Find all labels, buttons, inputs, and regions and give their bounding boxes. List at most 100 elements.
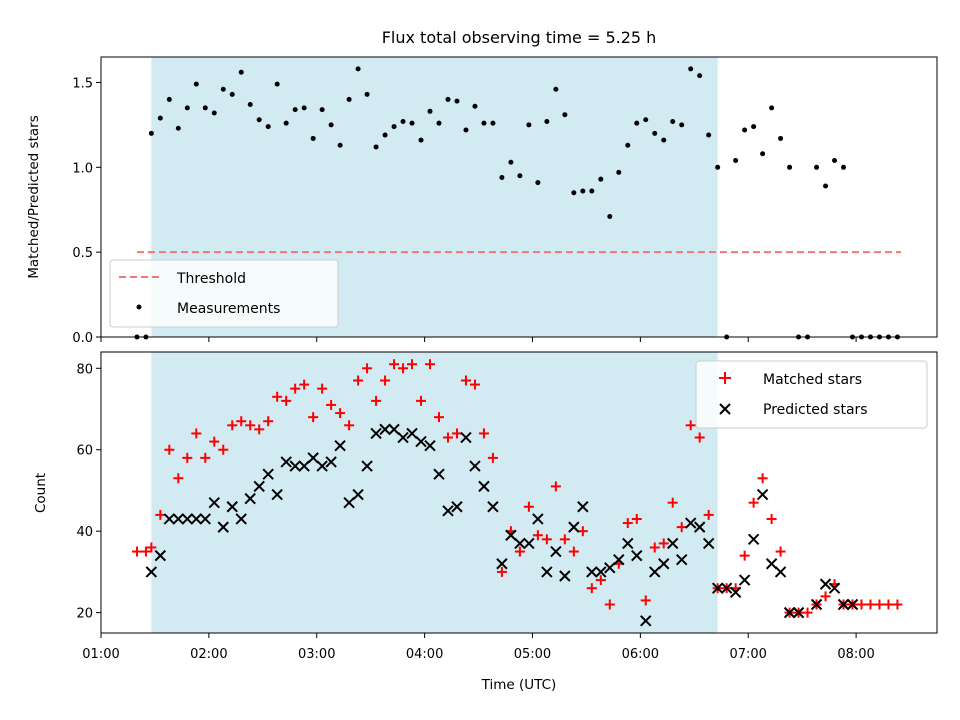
measurement-point [706, 132, 712, 138]
predicted-star-point [505, 529, 517, 541]
x-tick-label: 08:00 [837, 647, 874, 662]
measurement-point [499, 174, 505, 180]
y-tick-label: 40 [76, 525, 93, 540]
x-tick-label: 03:00 [298, 647, 335, 662]
measurement-point [769, 105, 775, 111]
matched-star-point [469, 379, 480, 390]
predicted-star-point [433, 468, 445, 480]
measurement-points [134, 66, 900, 340]
measurement-point [301, 105, 307, 111]
matched-star-point [739, 550, 750, 561]
measurement-point [229, 91, 235, 97]
measurement-point [274, 81, 280, 87]
matched-star-point [227, 420, 238, 431]
x-tick-label: 01:00 [82, 647, 119, 662]
matched-star-point [335, 408, 346, 419]
matched-star-point [173, 473, 184, 484]
predicted-star-point [711, 582, 724, 594]
measurement-point [400, 118, 406, 124]
predicted-star-point [226, 501, 238, 513]
matched-star-point [694, 432, 705, 443]
matched-star-point [362, 363, 373, 374]
top-legend: Threshold Measurements [109, 259, 339, 328]
legend-threshold-label: Threshold [176, 271, 246, 287]
matched-star-point [317, 383, 328, 394]
matched-star-point [326, 399, 337, 410]
predicted-star-point [334, 439, 346, 452]
measurement-point [310, 135, 316, 141]
x-tick-label: 06:00 [622, 647, 659, 662]
predicted-star-point [783, 606, 796, 619]
matched-star-point [550, 481, 561, 492]
predicted-star-point [235, 513, 247, 525]
legend-predicted-swatch [719, 403, 731, 415]
matched-star-point [236, 416, 247, 427]
y-tick-label: 20 [76, 607, 93, 622]
predicted-star-point [487, 501, 499, 513]
measurement-point [625, 142, 631, 148]
matched-star-point [146, 542, 157, 553]
matched-star-point [622, 518, 633, 529]
predicted-star-point [496, 558, 508, 570]
predicted-star-point [684, 517, 697, 529]
measurement-point [256, 117, 262, 123]
predicted-star-point [747, 533, 760, 546]
matched-star-point [658, 538, 669, 549]
predicted-star-point [667, 537, 679, 550]
measurement-point [760, 151, 766, 157]
matched-star-point [451, 428, 462, 439]
matched-star-point [748, 497, 759, 508]
measurement-point [148, 130, 154, 136]
predicted-star-point [532, 513, 544, 525]
predicted-star-point [307, 452, 319, 464]
matched-star-point [281, 395, 292, 406]
measurement-point [166, 96, 172, 102]
measurement-point [652, 130, 658, 136]
matched-star-point [344, 420, 355, 431]
x-tick-label: 07:00 [729, 647, 766, 662]
matched-star-point [676, 522, 687, 533]
measurement-point [175, 125, 181, 131]
matched-star-point [649, 542, 660, 553]
measurement-point [544, 118, 550, 124]
predicted-star-point [586, 566, 598, 578]
matched-star-point [568, 546, 579, 557]
predicted-star-point [595, 566, 607, 578]
y-tick-label: 0.0 [72, 331, 93, 346]
matched-star-point [892, 599, 903, 610]
predicted-star-point [729, 586, 742, 598]
matched-star-point [766, 513, 777, 524]
measurement-point [265, 124, 271, 130]
matched-star-point [586, 583, 597, 594]
matched-star-point [496, 566, 507, 577]
measurement-point [211, 110, 217, 116]
predicted-star-point [181, 513, 194, 525]
measurement-point [553, 86, 559, 92]
measurement-point [508, 159, 514, 165]
matched-star-point [182, 452, 193, 463]
matched-star-point [640, 595, 651, 606]
predicted-star-point [577, 501, 589, 513]
predicted-star-point [523, 537, 535, 550]
matched-star-point [218, 444, 229, 455]
matched-star-point [433, 412, 444, 423]
measurement-point [814, 164, 820, 170]
measurement-point [319, 107, 325, 113]
matched-star-point [245, 420, 256, 431]
measurement-point [535, 180, 541, 186]
predicted-star-point [631, 549, 643, 562]
matched-star-point [595, 575, 606, 586]
matched-star-point [353, 375, 364, 386]
measurement-point [679, 122, 685, 128]
measurement-point [220, 86, 226, 92]
top-y-axis-label: Matched/Predicted stars [26, 115, 42, 278]
predicted-star-point [424, 439, 436, 452]
top-axes-frame [100, 56, 938, 338]
predicted-star-point [172, 513, 185, 525]
predicted-star-point [397, 431, 409, 444]
predicted-stars-points [145, 423, 859, 627]
y-tick-label: 1.0 [72, 161, 93, 176]
predicted-star-point [208, 496, 220, 509]
predicted-star-point [460, 431, 472, 444]
measurement-point [346, 96, 352, 102]
